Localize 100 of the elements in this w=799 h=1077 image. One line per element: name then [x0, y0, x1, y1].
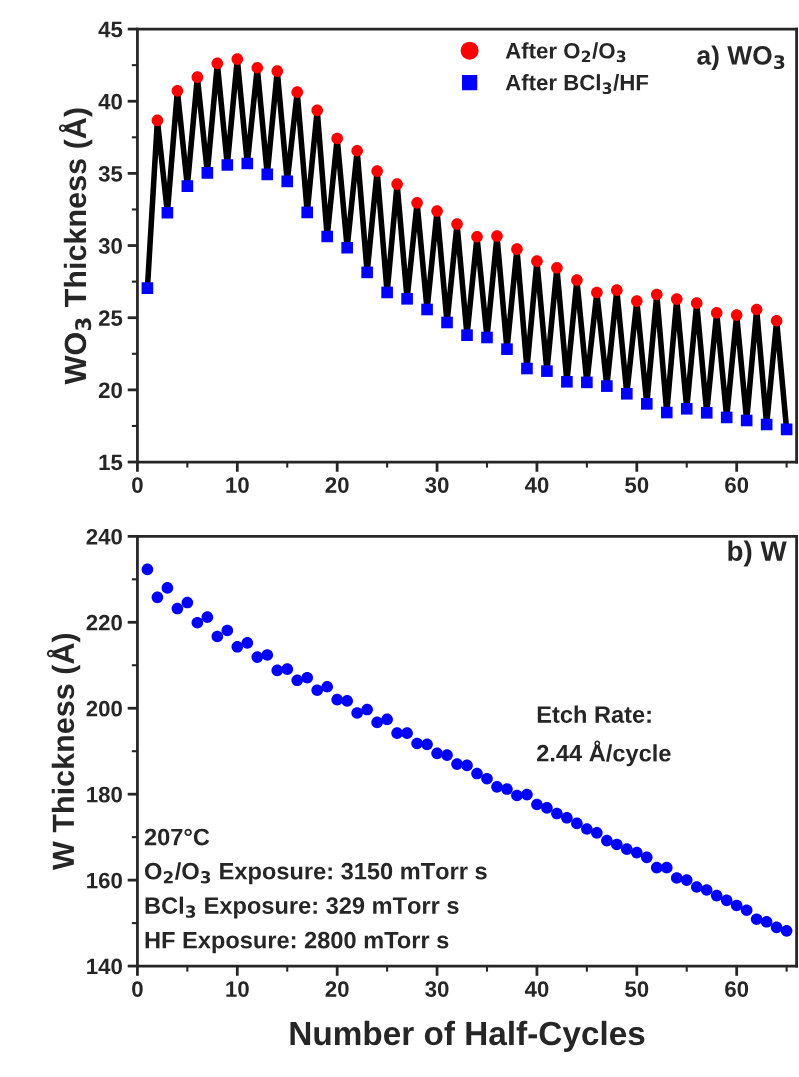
x-tick-label: 0 — [132, 477, 143, 493]
point — [531, 255, 543, 267]
y-tick-label: 140 — [87, 958, 122, 975]
point — [680, 402, 693, 415]
point — [670, 293, 683, 305]
point — [231, 53, 244, 65]
point — [501, 343, 513, 355]
y-tick-label: 240 — [86, 528, 122, 545]
annotation: a) WO$_{3}$ — [697, 45, 785, 70]
point — [780, 423, 793, 436]
point — [511, 243, 523, 255]
point — [461, 329, 473, 341]
point — [421, 303, 433, 316]
annotation: BCl$_{3}$ Exposure: 329 mTorr s — [145, 896, 459, 919]
point — [341, 241, 353, 254]
y-tick-label: 30 — [98, 238, 122, 254]
point — [211, 57, 224, 70]
y-tick-label: 220 — [86, 614, 122, 631]
y-axis-title: W Thickness (Å) — [46, 633, 81, 871]
annotation: 2.44 Å/cycle — [537, 740, 671, 767]
point — [481, 331, 493, 344]
y-tick-label: 45 — [98, 21, 123, 38]
y-tick-label: 25 — [98, 310, 123, 326]
point — [301, 206, 314, 219]
legend-label: After BCl$_{3}$/HF — [505, 74, 649, 95]
point — [720, 411, 733, 424]
point — [241, 157, 254, 170]
point — [700, 407, 713, 419]
point — [740, 414, 753, 427]
y-tick-label: 160 — [87, 872, 122, 889]
point — [441, 316, 453, 329]
point — [660, 406, 673, 419]
point — [361, 266, 373, 279]
legend-label: After O$_{2}$/O$_{3}$ — [505, 42, 626, 63]
point — [561, 375, 573, 388]
y-tick-label: 180 — [87, 786, 122, 803]
point — [311, 104, 324, 117]
point — [271, 65, 284, 77]
point — [640, 398, 653, 410]
point — [601, 380, 613, 392]
point — [521, 362, 533, 375]
point — [221, 159, 234, 171]
point — [281, 175, 294, 188]
y-tick-label: 40 — [98, 93, 122, 110]
annotation: O$_{2}$/O$_{3}$ Exposure: 3150 mTorr s — [144, 862, 487, 885]
point — [591, 286, 603, 299]
annotation: 207°C — [144, 828, 210, 846]
point — [371, 165, 383, 177]
point — [151, 114, 164, 127]
point — [710, 307, 723, 319]
point — [181, 180, 194, 192]
x-tick-label: 20 — [325, 981, 349, 997]
point — [581, 376, 593, 389]
annotation: b) W — [728, 540, 787, 567]
x-tick-label: 50 — [625, 981, 649, 997]
point — [451, 218, 463, 230]
point — [690, 297, 703, 309]
point — [621, 387, 633, 400]
y-tick-label: 20 — [98, 382, 122, 399]
point — [571, 274, 583, 286]
point — [251, 61, 264, 74]
point — [171, 85, 184, 97]
annotation: Etch Rate: — [537, 705, 651, 723]
point — [760, 418, 773, 431]
y-tick-label: 35 — [98, 165, 123, 182]
y-tick-label: 15 — [99, 454, 123, 471]
point — [541, 365, 553, 377]
point — [750, 303, 763, 316]
point — [611, 284, 623, 296]
x-tick-label: 20 — [325, 477, 349, 493]
point — [431, 205, 443, 217]
x-tick-label: 40 — [524, 981, 549, 997]
point — [770, 314, 783, 327]
x-tick-label: 30 — [425, 477, 449, 493]
x-tick-label: 60 — [725, 477, 749, 493]
point — [321, 230, 333, 243]
point — [401, 293, 413, 305]
x-axis-title: Number of Half-Cycles — [290, 1020, 645, 1052]
point — [201, 167, 214, 179]
x-tick-label: 50 — [625, 477, 649, 493]
point — [381, 286, 393, 299]
annotation: HF Exposure: 2800 mTorr s — [145, 931, 449, 954]
point — [391, 178, 403, 190]
x-tick-label: 30 — [425, 981, 449, 998]
point — [351, 144, 363, 157]
point — [730, 309, 743, 321]
y-tick-label: 200 — [86, 700, 122, 717]
point — [491, 230, 503, 242]
point — [411, 197, 423, 209]
x-tick-label: 0 — [132, 981, 143, 997]
point — [331, 132, 343, 145]
point — [141, 282, 154, 294]
x-tick-label: 40 — [524, 477, 549, 493]
point — [161, 206, 174, 219]
point — [291, 86, 304, 98]
point — [261, 168, 274, 181]
point — [630, 295, 643, 307]
point — [650, 288, 663, 301]
x-tick-label: 10 — [226, 477, 249, 493]
x-tick-label: 60 — [725, 981, 749, 997]
